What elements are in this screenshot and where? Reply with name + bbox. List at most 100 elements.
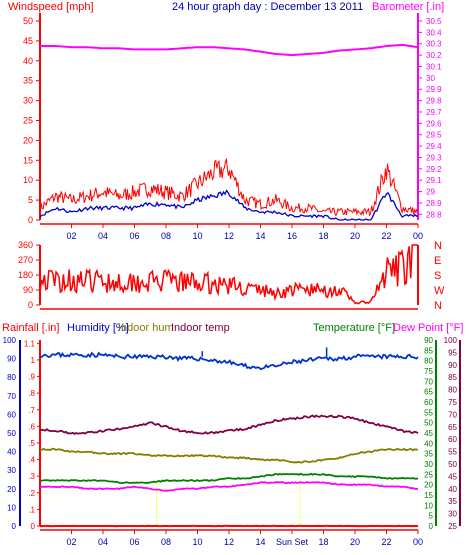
temperature-tick-label: 55 [424, 408, 433, 417]
rainfall-tick-label: .9 [28, 373, 35, 382]
compass-tick-label: S [434, 270, 441, 282]
temperature-tick-label: 50 [424, 419, 433, 428]
temperature-x-tick-label: 00 [413, 537, 423, 547]
barometer-tick-label: 30.3 [426, 40, 442, 49]
temperature-x-tick-label: 18 [318, 537, 328, 547]
windspeed-tick-label: 45 [23, 36, 33, 46]
barometer-tick-label: 30 [426, 74, 435, 83]
rainfall-axis-label: Rainfall [.in] [2, 322, 59, 334]
direction-tick-label: 270 [18, 255, 33, 265]
temperature-tick-label: 70 [424, 377, 433, 386]
temperature-tick-label: 40 [424, 439, 433, 448]
windspeed-tick-label: 15 [23, 155, 33, 165]
barometer-axis-label: Barometer [.in] [372, 1, 444, 13]
dewpoint-line [39, 481, 419, 492]
temperature-x-tick-label: 12 [224, 537, 234, 547]
wind-x-tick-label: 16 [287, 231, 297, 241]
dewpoint-tick-label: 75 [448, 398, 457, 407]
humidity-line [39, 351, 419, 371]
barometer-tick-label: 29.9 [426, 85, 442, 94]
compass-tick-label: W [434, 285, 445, 297]
dewpoint-tick-label: 55 [448, 448, 457, 457]
wind-x-tick-label: 18 [318, 231, 328, 241]
barometer-tick-label: 28.9 [426, 199, 442, 208]
wind-x-tick-label: 22 [381, 231, 391, 241]
temperature-tick-label: 75 [424, 367, 433, 376]
windspeed-tick-label: 40 [23, 56, 33, 66]
wind-x-tick-label: 00 [413, 231, 423, 241]
temperature-x-tick-label: 22 [381, 537, 391, 547]
temperature-tick-label: 5 [429, 512, 434, 521]
barometer-tick-label: 30.5 [426, 17, 442, 26]
temperature-tick-label: 45 [424, 429, 433, 438]
temperature-tick-label: 35 [424, 450, 433, 459]
windgust-line [39, 158, 419, 217]
temperature-tick-label: 0 [429, 522, 434, 531]
temperature-tick-label: 65 [424, 388, 433, 397]
barometer-tick-label: 29.1 [426, 176, 442, 185]
temperature-tick-label: 30 [424, 460, 433, 469]
wind-x-tick-label: 02 [66, 231, 76, 241]
humidity-tick-label: 40 [7, 448, 16, 457]
barometer-tick-label: 29.8 [426, 97, 442, 106]
windspeed-line [39, 189, 419, 221]
barometer-tick-label: 28.8 [426, 210, 442, 219]
rainfall-tick-label: .5 [28, 439, 35, 448]
barometer-tick-label: 29.3 [426, 153, 442, 162]
wind-x-tick-label: 14 [255, 231, 265, 241]
windspeed-tick-label: 35 [23, 76, 33, 86]
rainfall-tick-label: .8 [28, 389, 35, 398]
humidity-tick-label: 70 [7, 392, 16, 401]
barometer-tick-label: 30.2 [426, 51, 442, 60]
humidity-tick-label: 10 [7, 503, 16, 512]
barometer-tick-label: 29.2 [426, 165, 442, 174]
temperature-x-tick-label: 06 [129, 537, 139, 547]
dewpoint-tick-label: 30 [448, 510, 457, 519]
temperature-x-tick-label: Sun Set [276, 537, 309, 547]
dewpoint-tick-label: 85 [448, 373, 457, 382]
windspeed-tick-label: 5 [28, 195, 33, 205]
temperature-tick-label: 10 [424, 501, 433, 510]
temperature-tick-label: 80 [424, 357, 433, 366]
barometer-tick-label: 29.6 [426, 119, 442, 128]
dewpoint-tick-label: 50 [448, 460, 457, 469]
barometer-line [40, 43, 419, 57]
windspeed-tick-label: 50 [23, 16, 33, 26]
dewpoint-tick-label: 70 [448, 410, 457, 419]
dewpoint-tick-label: 65 [448, 423, 457, 432]
temperature-x-tick-label: 08 [161, 537, 171, 547]
wind-x-tick-label: 04 [98, 231, 108, 241]
rainfall-tick-label: .6 [28, 422, 35, 431]
barometer-tick-label: 30.4 [426, 28, 442, 37]
temperature-x-tick-label: 10 [192, 537, 202, 547]
dewpoint-tick-label: 90 [448, 361, 457, 370]
temperature-line [39, 472, 419, 485]
direction-tick-label: 360 [18, 240, 33, 250]
temperature-x-tick-label: 04 [98, 537, 108, 547]
windspeed-tick-label: 25 [23, 116, 33, 126]
temperature-x-tick-label: 14 [255, 537, 265, 547]
direction-tick-label: 180 [18, 270, 33, 280]
dewpoint-tick-label: 35 [448, 497, 457, 506]
windspeed-axis-label: Windspeed [mph] [8, 1, 94, 13]
temperature-x-tick-label: 20 [350, 537, 360, 547]
temperature-x-tick-label: 02 [66, 537, 76, 547]
direction-tick-label: 0 [28, 300, 33, 310]
dewpoint-tick-label: 80 [448, 386, 457, 395]
wind-x-tick-label: 08 [161, 231, 171, 241]
rainfall-tick-label: .3 [28, 472, 35, 481]
humidity-tick-label: 50 [7, 429, 16, 438]
compass-tick-label: N [434, 300, 442, 312]
humidity-tick-label: 60 [7, 410, 16, 419]
barometer-tick-label: 30.1 [426, 62, 442, 71]
dewpoint-tick-label: 60 [448, 435, 457, 444]
windspeed-tick-label: 0 [28, 215, 33, 225]
windspeed-tick-label: 30 [23, 96, 33, 106]
windspeed-tick-label: 20 [23, 135, 33, 145]
wind-x-tick-label: 20 [350, 231, 360, 241]
dewpoint-axis-label: Dew Point [°F] [393, 322, 463, 334]
windspeed-tick-label: 10 [23, 175, 33, 185]
rainfall-tick-label: 1 [31, 356, 36, 365]
dewpoint-tick-label: 25 [448, 522, 457, 531]
rainfall-tick-label: .1 [28, 505, 35, 514]
